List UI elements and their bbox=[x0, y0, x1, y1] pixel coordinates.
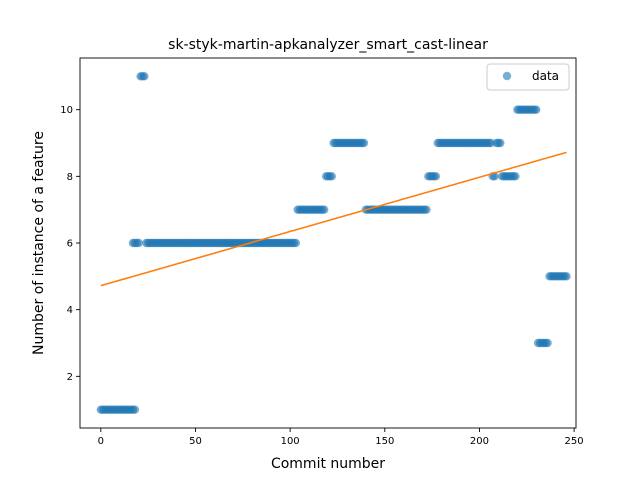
data-point bbox=[291, 238, 301, 248]
plot-data bbox=[96, 72, 571, 414]
y-tick-label: 2 bbox=[67, 372, 73, 383]
chart-title: sk-styk-martin-apkanalyzer_smart_cast-li… bbox=[168, 37, 488, 53]
data-point bbox=[320, 205, 329, 214]
linear-fit-line bbox=[100, 151, 567, 287]
legend: data bbox=[486, 63, 570, 91]
legend-box bbox=[486, 63, 570, 91]
x-tick-label: 0 bbox=[98, 436, 104, 447]
y-tick-label: 6 bbox=[67, 239, 73, 250]
data-point bbox=[532, 105, 541, 114]
x-tick-label: 100 bbox=[281, 436, 300, 447]
x-tick-label: 250 bbox=[565, 436, 584, 447]
y-tick-label: 4 bbox=[67, 305, 73, 316]
x-tick-label: 50 bbox=[189, 436, 202, 447]
data-point bbox=[130, 405, 140, 414]
x-axis-label: Commit number bbox=[271, 456, 385, 472]
data-point bbox=[496, 138, 505, 148]
y-axis-label: Number of instance of a feature bbox=[31, 131, 47, 355]
data-point bbox=[431, 172, 441, 181]
legend-marker bbox=[502, 71, 512, 81]
x-tick-label: 150 bbox=[375, 436, 394, 447]
data-point bbox=[327, 172, 336, 181]
y-tick-label: 8 bbox=[67, 172, 73, 183]
data-point bbox=[511, 172, 520, 181]
data-point bbox=[140, 72, 149, 81]
data-point bbox=[543, 338, 552, 348]
data-point bbox=[422, 205, 431, 214]
data-point bbox=[359, 138, 369, 148]
x-tick-label: 200 bbox=[470, 436, 489, 447]
data-point bbox=[134, 238, 143, 248]
axes: 0 50 100 150 200 250 2 4 6 8 10 bbox=[60, 57, 584, 447]
data-point bbox=[562, 272, 571, 281]
y-tick-label: 10 bbox=[60, 105, 73, 116]
legend-label: data bbox=[532, 69, 559, 83]
